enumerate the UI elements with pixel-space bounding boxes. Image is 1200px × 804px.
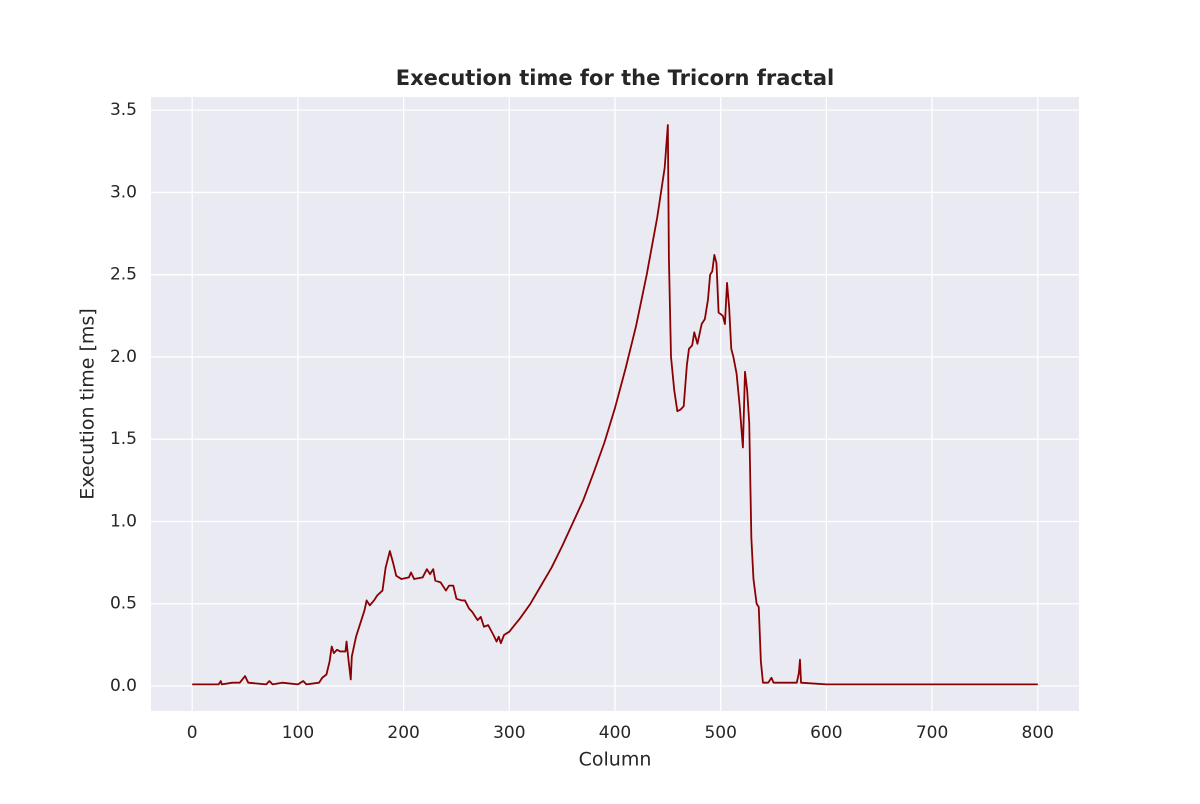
y-tick-label: 1.0 [110, 511, 137, 531]
y-tick-label: 2.5 [110, 265, 137, 285]
x-tick-label: 300 [493, 723, 525, 743]
chart-title: Execution time for the Tricorn fractal [396, 66, 835, 90]
y-tick-label: 2.0 [110, 347, 137, 367]
x-axis-label: Column [579, 749, 652, 771]
y-axis-label: Execution time [ms] [77, 308, 99, 499]
x-tick-label: 500 [704, 723, 736, 743]
x-tick-label: 700 [916, 723, 948, 743]
x-tick-label: 600 [810, 723, 842, 743]
x-tick-label: 800 [1022, 723, 1054, 743]
data-line [192, 124, 1038, 686]
y-tick-label: 3.5 [110, 100, 137, 120]
x-tick-label: 400 [599, 723, 631, 743]
x-tick-label: 0 [187, 723, 198, 743]
y-tick-label: 0.0 [110, 676, 137, 696]
y-tick-label: 1.5 [110, 429, 137, 449]
y-tick-label: 3.0 [110, 182, 137, 202]
x-tick-label: 100 [282, 723, 314, 743]
x-tick-label: 200 [387, 723, 419, 743]
y-tick-label: 0.5 [110, 594, 137, 614]
